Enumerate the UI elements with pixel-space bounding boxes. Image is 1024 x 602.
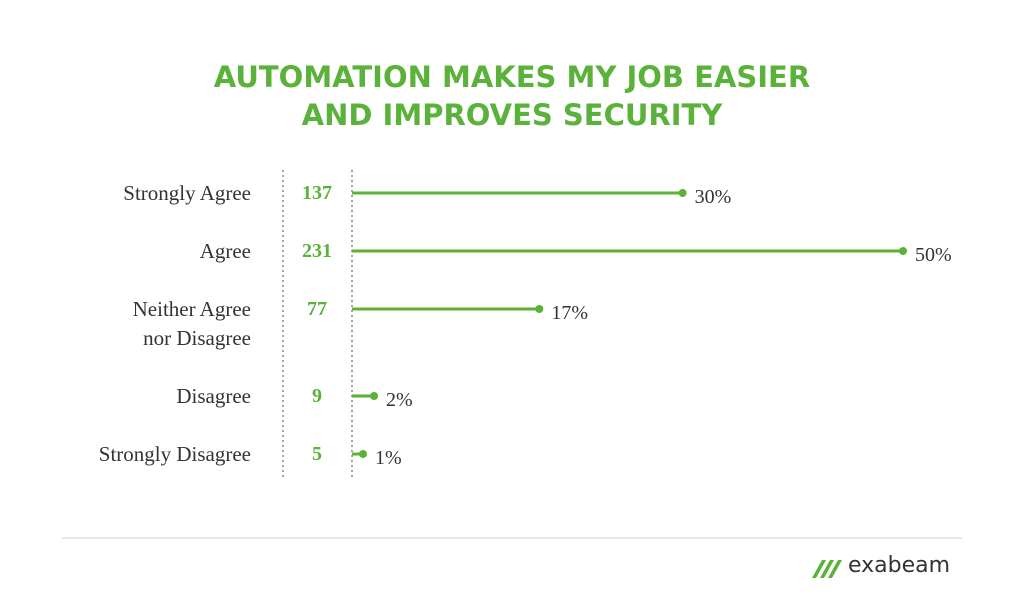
value-label: 50%	[915, 244, 952, 266]
category-label: Neither Agree nor Disagree	[132, 297, 251, 350]
count-label: 5	[312, 443, 322, 465]
category-label: Strongly Disagree	[98, 442, 251, 466]
brand: exabeam	[848, 553, 951, 578]
count-label: 9	[312, 385, 322, 407]
category-label: Strongly Agree	[123, 181, 251, 205]
logo-mark	[812, 560, 842, 578]
category-label: Agree	[199, 239, 251, 263]
bar-end	[678, 189, 687, 197]
value-label: 2%	[386, 389, 413, 411]
bar-end	[359, 450, 368, 458]
value-label: 30%	[694, 186, 732, 208]
count-label: 77	[307, 298, 327, 320]
bar-end	[535, 305, 544, 313]
value-label: 1%	[375, 447, 402, 469]
value-label: 17%	[551, 302, 588, 324]
category-label: Disagree	[176, 384, 251, 408]
chart-title: AUTOMATION MAKES MY JOB EASIER AND IMPRO…	[213, 60, 811, 132]
count-label: 137	[302, 182, 332, 204]
count-label: 231	[302, 240, 332, 262]
bar-end	[899, 247, 907, 255]
bar-end	[370, 392, 379, 400]
